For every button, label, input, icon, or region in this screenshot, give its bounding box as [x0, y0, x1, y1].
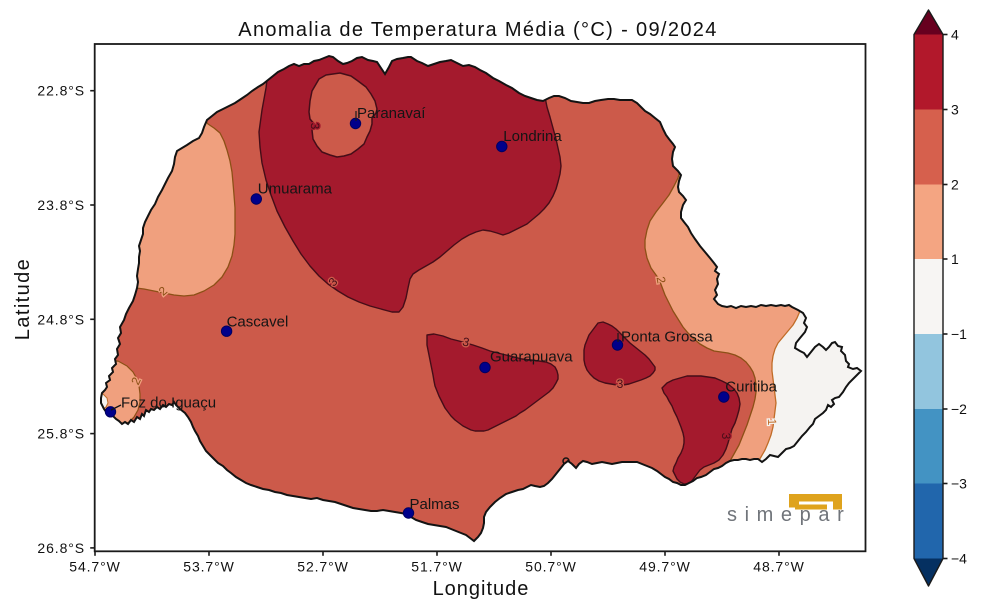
- svg-text:1: 1: [765, 418, 779, 425]
- svg-text:50.7°W: 50.7°W: [525, 559, 576, 575]
- svg-text:51.7°W: 51.7°W: [411, 559, 462, 575]
- svg-text:−2: −2: [951, 401, 967, 417]
- svg-text:Latitude: Latitude: [12, 258, 34, 340]
- svg-text:54.7°W: 54.7°W: [69, 559, 120, 575]
- svg-text:22.8°S: 22.8°S: [37, 83, 85, 99]
- svg-text:Londrina: Londrina: [503, 128, 562, 145]
- svg-text:3: 3: [617, 377, 624, 391]
- svg-text:1: 1: [765, 418, 779, 425]
- svg-text:2: 2: [951, 177, 959, 193]
- svg-text:simepar: simepar: [727, 504, 851, 526]
- svg-text:48.7°W: 48.7°W: [753, 559, 804, 575]
- svg-text:Palmas: Palmas: [410, 496, 460, 513]
- svg-text:Guarapuava: Guarapuava: [490, 349, 573, 366]
- svg-text:3: 3: [719, 433, 733, 440]
- svg-text:Curitiba: Curitiba: [725, 379, 777, 396]
- svg-text:−1: −1: [951, 326, 967, 342]
- svg-text:3: 3: [617, 377, 624, 391]
- svg-text:Umuarama: Umuarama: [258, 181, 333, 198]
- svg-text:−4: −4: [951, 551, 967, 567]
- svg-text:Paranavaí: Paranavaí: [357, 105, 426, 122]
- svg-text:24.8°S: 24.8°S: [37, 311, 85, 327]
- svg-text:3: 3: [308, 122, 322, 129]
- svg-text:49.7°W: 49.7°W: [639, 559, 690, 575]
- svg-text:23.8°S: 23.8°S: [37, 197, 85, 213]
- svg-text:2: 2: [654, 275, 669, 284]
- svg-text:2: 2: [654, 275, 669, 284]
- svg-text:−3: −3: [951, 476, 967, 492]
- svg-text:52.7°W: 52.7°W: [297, 559, 348, 575]
- svg-text:53.7°W: 53.7°W: [183, 559, 234, 575]
- svg-text:25.8°S: 25.8°S: [37, 426, 85, 442]
- svg-text:3: 3: [951, 102, 959, 118]
- svg-text:3: 3: [308, 122, 322, 129]
- svg-text:Longitude: Longitude: [433, 578, 530, 600]
- svg-text:1: 1: [951, 251, 959, 267]
- svg-text:Ponta Grossa: Ponta Grossa: [621, 329, 713, 346]
- svg-text:3: 3: [719, 433, 733, 440]
- svg-text:4: 4: [951, 27, 959, 43]
- svg-text:Foz do Iguaçu: Foz do Iguaçu: [121, 395, 216, 412]
- svg-text:Anomalia de Temperatura Média: Anomalia de Temperatura Média (°C) - 09/…: [238, 19, 717, 41]
- svg-text:3: 3: [461, 334, 471, 349]
- svg-text:26.8°S: 26.8°S: [37, 540, 85, 556]
- svg-text:Cascavel: Cascavel: [227, 313, 289, 330]
